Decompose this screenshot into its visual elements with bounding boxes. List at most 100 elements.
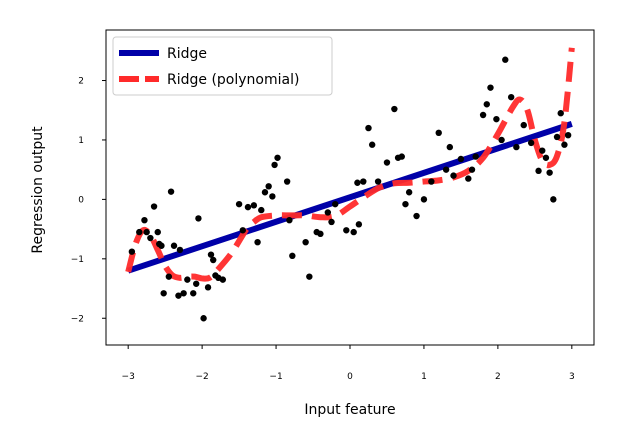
data-point xyxy=(398,153,405,160)
data-point xyxy=(420,196,428,203)
data-point xyxy=(265,183,272,190)
x-tick-label: 0 xyxy=(347,372,353,382)
y-tick-label: 1 xyxy=(78,136,84,146)
data-point xyxy=(561,141,568,148)
data-point xyxy=(261,189,269,196)
plot-area xyxy=(125,47,575,322)
data-point xyxy=(317,230,324,238)
data-point xyxy=(219,276,227,283)
data-point xyxy=(306,273,313,280)
data-point xyxy=(328,218,335,226)
data-point xyxy=(150,203,158,210)
data-point xyxy=(175,292,182,299)
data-point xyxy=(239,227,246,234)
data-point xyxy=(442,166,450,173)
data-point xyxy=(258,206,265,214)
data-point xyxy=(391,105,398,113)
data-point xyxy=(402,200,409,208)
data-point xyxy=(160,290,167,297)
legend-box xyxy=(112,36,333,96)
data-point xyxy=(450,172,457,179)
x-tick-label: 1 xyxy=(421,372,427,382)
data-point xyxy=(535,167,542,175)
axes: −3 −2 −1 0 1 2 3 −2 −1 0 1 2 xyxy=(71,29,595,382)
x-tick-label: −2 xyxy=(195,372,208,382)
x-tick-label: 3 xyxy=(569,372,575,382)
data-point xyxy=(143,228,150,236)
data-point xyxy=(324,209,332,216)
y-tick-label: 0 xyxy=(78,195,84,205)
legend: Ridge Ridge (polynomial) xyxy=(112,36,333,96)
data-point xyxy=(193,280,200,287)
data-point xyxy=(374,178,382,185)
data-point xyxy=(493,115,500,123)
data-point xyxy=(332,200,339,208)
data-point xyxy=(457,155,465,163)
data-point xyxy=(283,178,291,185)
data-point xyxy=(165,273,173,280)
data-point xyxy=(195,215,202,222)
data-point xyxy=(527,139,535,147)
x-tick-label: −3 xyxy=(122,372,135,382)
data-point xyxy=(154,228,161,236)
data-point xyxy=(269,193,276,200)
ridge-polynomial-line xyxy=(125,47,575,282)
data-point xyxy=(513,143,520,151)
data-point xyxy=(368,141,376,148)
data-point xyxy=(244,203,252,211)
data-point xyxy=(235,200,243,208)
data-point xyxy=(176,246,184,254)
y-tick-label: 2 xyxy=(78,77,84,87)
data-point xyxy=(254,238,261,246)
data-point xyxy=(354,179,361,186)
data-point xyxy=(136,228,143,236)
data-point xyxy=(405,189,413,196)
data-point xyxy=(546,169,553,176)
x-tick-label: 2 xyxy=(495,372,501,382)
data-point xyxy=(128,248,136,255)
data-point xyxy=(167,188,175,195)
ridge-line xyxy=(127,121,573,274)
data-point xyxy=(428,178,435,185)
data-point xyxy=(180,290,187,297)
data-point xyxy=(557,110,564,117)
data-point xyxy=(472,153,479,160)
data-point xyxy=(498,136,505,144)
data-point xyxy=(360,178,367,185)
data-point xyxy=(383,159,391,166)
data-point xyxy=(487,84,494,91)
data-point xyxy=(502,56,509,63)
data-point xyxy=(141,216,148,224)
legend-label-polynomial: Ridge (polynomial) xyxy=(167,72,299,88)
data-point xyxy=(286,216,293,224)
data-point xyxy=(184,276,191,283)
data-point xyxy=(289,252,296,260)
x-axis-label: Input feature xyxy=(304,402,395,418)
data-point xyxy=(250,202,258,209)
data-point xyxy=(483,101,490,108)
data-point xyxy=(204,284,212,291)
data-point xyxy=(207,251,215,258)
legend-label-ridge: Ridge xyxy=(167,46,207,62)
data-point xyxy=(468,166,476,173)
x-tick-label: −1 xyxy=(269,372,282,382)
data-point xyxy=(435,129,442,137)
data-point xyxy=(271,161,278,169)
data-point xyxy=(465,175,472,182)
data-point xyxy=(550,196,557,203)
data-point xyxy=(302,238,309,246)
data-point xyxy=(479,111,487,119)
data-point xyxy=(190,290,197,297)
data-point xyxy=(343,227,350,234)
data-point xyxy=(446,143,454,151)
data-point xyxy=(355,221,363,228)
data-point xyxy=(158,242,165,249)
data-point xyxy=(210,256,217,264)
plot-series xyxy=(125,47,575,322)
y-tick-label: −1 xyxy=(71,255,84,265)
data-point xyxy=(553,133,561,141)
data-point xyxy=(507,93,515,101)
data-point xyxy=(564,131,572,139)
y-axis-label: Regression output xyxy=(30,126,46,254)
